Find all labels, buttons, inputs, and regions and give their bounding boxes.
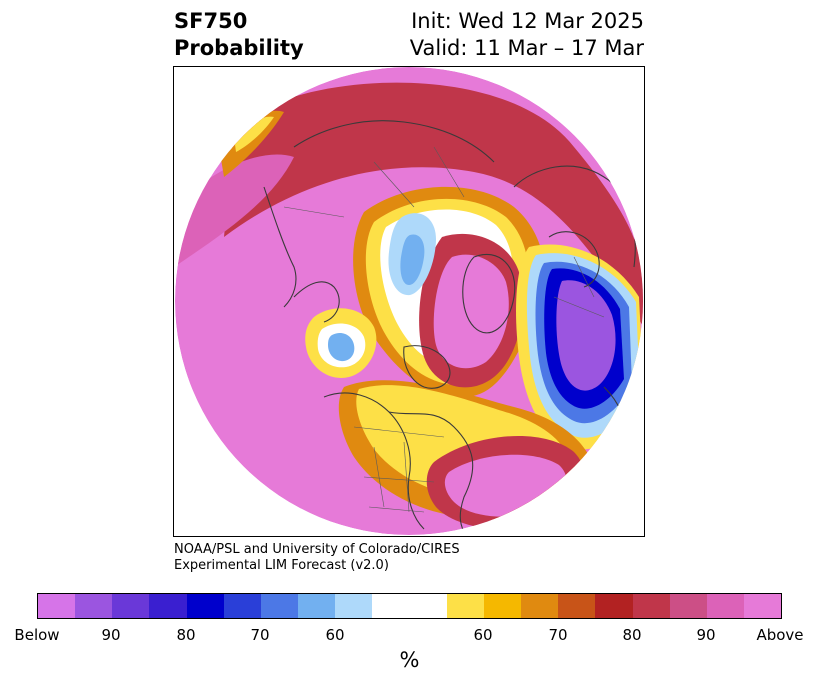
map-title: SF750 Probability [174,8,304,62]
coastline-siberia [293,120,495,163]
coastline-hudson-bay [403,345,451,389]
border-us-states-4 [368,506,425,513]
colorbar-tick-label: 90 [101,626,121,644]
colorbar-swatch [260,594,299,618]
red-band-north [224,82,643,327]
title-probability: Probability [174,36,304,60]
colorbar-swatch [372,594,410,618]
border-us-canada [353,426,445,438]
colorbar-swatch [409,594,447,618]
pacific-blue [328,333,355,362]
colorbar-tick-label: 60 [473,626,493,644]
colorbar-swatch [223,594,261,618]
credit-line-1: NOAA/PSL and University of Colorado/CIRE… [174,542,460,557]
colorbar-swatch [38,594,76,618]
colorbar-tick-label: 70 [548,626,568,644]
coastline-north-america [323,392,425,530]
colorbar-swatch [186,594,224,618]
forecast-map [173,66,645,537]
probability-map-svg [175,67,643,535]
coastline-east-north-america [388,411,474,533]
init-date: Init: Wed 12 Mar 2025 [411,9,644,33]
colorbar-swatch [483,594,522,618]
colorbar-tick-label: 60 [325,626,345,644]
border-us-states-3 [363,476,435,483]
colorbar-swatch [632,594,670,618]
colorbar-swatch [706,594,744,618]
colorbar-swatch [521,594,559,618]
border-russia-1 [373,161,415,208]
arctic-pink-core [433,254,509,369]
border-russia-2 [433,146,465,198]
blue-patch-arctic-inner [400,234,425,285]
forecast-dates: Init: Wed 12 Mar 2025 Valid: 11 Mar – 17… [410,8,644,62]
colorbar-tick-label: Below [14,626,60,644]
colorbar-unit-label: % [399,648,420,672]
border-europe-2 [553,296,605,318]
coastline-europe [548,231,600,288]
coastline-greenland [462,253,516,334]
colorbar-swatch [335,594,373,618]
colorbar-swatch [149,594,187,618]
valid-dates: Valid: 11 Mar – 17 Mar [409,36,644,60]
europe-purple [556,280,616,391]
colorbar-swatch [743,594,782,618]
border-europe-1 [573,256,595,298]
colorbar-swatch [298,594,336,618]
colorbar-tick-label: 70 [250,626,270,644]
colorbar-tick-label: 80 [176,626,196,644]
border-us-states-1 [373,446,385,508]
probability-field [175,67,643,535]
colorbar-tick-label: 80 [622,626,642,644]
yellow-patch-nw [234,116,274,152]
colorbar-swatch [75,594,113,618]
colorbar-swatch [446,594,484,618]
credit-line-2: Experimental LIM Forecast (v2.0) [174,558,389,573]
coastline-east-asia [263,186,297,308]
colorbar-swatch [669,594,707,618]
credit-text: NOAA/PSL and University of Colorado/CIRE… [174,542,460,574]
colorbar-tick-label: Above [756,626,804,644]
orange-patch-nw [219,110,284,177]
colorbar-swatch [112,594,150,618]
title-variable: SF750 [174,9,248,33]
colorbar [37,593,782,619]
colorbar-swatch [595,594,633,618]
border-us-states-2 [403,441,410,513]
political-borders [283,146,605,513]
border-asia-1 [283,206,345,218]
colorbar-tick-label: 90 [696,626,716,644]
coastline-alaska [293,281,340,323]
colorbar-ticks: Below 90 80 70 60 60 70 80 90 Above [0,626,819,646]
colorbar-swatch [558,594,596,618]
